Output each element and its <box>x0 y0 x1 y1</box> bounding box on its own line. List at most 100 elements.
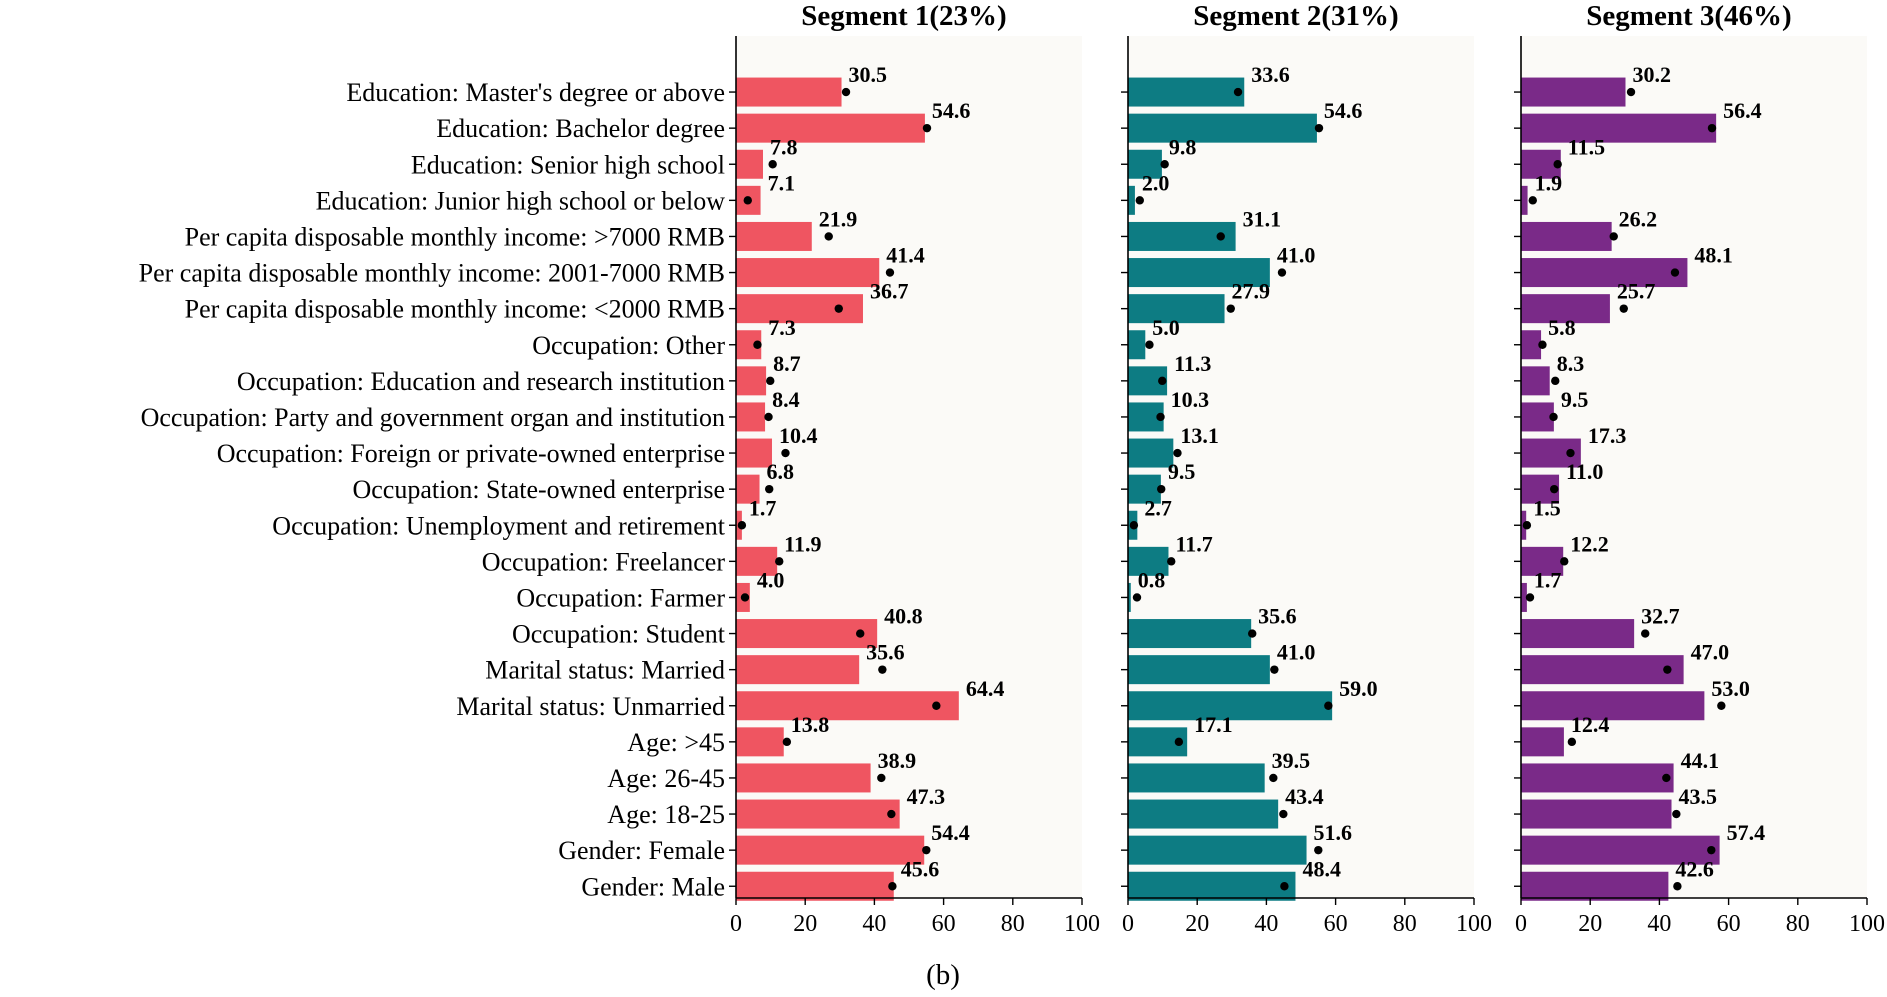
value-label: 41.0 <box>1277 640 1316 665</box>
category-label: Marital status: Unmarried <box>456 692 725 721</box>
point-marker <box>1609 232 1618 241</box>
bar <box>1521 366 1550 396</box>
value-label: 10.4 <box>779 423 818 448</box>
bar <box>1128 691 1333 721</box>
value-label: 54.6 <box>932 98 971 123</box>
panel-title: Segment 3(46%) <box>1586 0 1791 32</box>
value-label: 6.8 <box>767 459 795 484</box>
point-marker <box>768 160 777 169</box>
point-marker <box>1145 340 1154 349</box>
category-label: Age: >45 <box>627 728 725 757</box>
bar <box>1128 763 1265 793</box>
value-label: 31.1 <box>1243 206 1282 231</box>
value-label: 40.8 <box>884 604 923 629</box>
value-label: 27.9 <box>1232 279 1271 304</box>
value-label: 35.6 <box>1258 604 1297 629</box>
value-label: 43.4 <box>1285 784 1324 809</box>
value-label: 11.0 <box>1566 459 1603 484</box>
value-label: 35.6 <box>866 640 905 665</box>
x-tick-label: 100 <box>1456 911 1492 937</box>
category-label: Age: 26-45 <box>607 764 725 793</box>
category-label: Occupation: Foreign or private-owned ent… <box>217 439 725 468</box>
point-marker <box>1670 268 1680 277</box>
value-label: 17.3 <box>1588 423 1627 448</box>
value-label: 2.0 <box>1142 170 1170 195</box>
category-label: Occupation: Other <box>532 331 725 360</box>
bar <box>736 258 880 288</box>
category-label: Education: Junior high school or below <box>316 186 726 215</box>
point-marker <box>1135 196 1144 205</box>
value-label: 8.7 <box>773 351 801 376</box>
value-label: 41.4 <box>886 243 925 268</box>
x-tick-label: 40 <box>1647 911 1671 937</box>
x-tick-label: 0 <box>1122 911 1134 937</box>
bar <box>736 402 766 432</box>
bar <box>1521 691 1705 721</box>
value-label: 43.5 <box>1679 784 1718 809</box>
point-marker <box>1132 593 1142 602</box>
point-marker <box>1174 737 1184 747</box>
point-marker <box>1216 232 1225 241</box>
point-marker <box>1160 160 1169 169</box>
point-marker <box>1167 557 1176 566</box>
category-label: Occupation: Freelancer <box>482 547 726 576</box>
bar <box>736 149 763 179</box>
bar <box>1521 763 1674 793</box>
point-marker <box>765 484 774 494</box>
x-tick-label: 20 <box>1185 911 1209 937</box>
bar <box>1128 799 1279 829</box>
point-marker <box>1717 701 1726 710</box>
category-label: Occupation: Unemployment and retirement <box>272 511 725 540</box>
bar <box>1521 727 1564 757</box>
value-label: 57.4 <box>1727 820 1766 845</box>
bar <box>736 727 784 757</box>
value-label: 25.7 <box>1617 279 1656 304</box>
point-marker <box>1324 701 1333 710</box>
x-tick-label: 100 <box>1849 911 1885 937</box>
x-tick-label: 60 <box>1717 911 1741 937</box>
category-label: Gender: Female <box>558 836 725 865</box>
value-label: 53.0 <box>1711 676 1750 701</box>
point-marker <box>782 737 792 747</box>
value-label: 64.4 <box>966 676 1005 701</box>
point-marker <box>824 232 833 241</box>
value-label: 45.6 <box>901 856 940 881</box>
value-label: 11.7 <box>1175 531 1212 556</box>
point-marker <box>1567 737 1577 747</box>
bar <box>1521 221 1612 251</box>
x-tick-label: 80 <box>1001 911 1025 937</box>
point-marker <box>1158 376 1167 386</box>
bar <box>736 113 925 143</box>
point-marker <box>1280 882 1289 891</box>
panel-title: Segment 2(31%) <box>1193 0 1398 32</box>
bar <box>1521 77 1626 107</box>
point-marker <box>1707 123 1717 133</box>
point-marker <box>885 268 895 277</box>
bar <box>736 619 878 649</box>
bar <box>736 871 894 901</box>
point-marker <box>922 123 932 133</box>
bar <box>736 438 772 468</box>
category-label: Per capita disposable monthly income: <2… <box>185 295 725 324</box>
point-marker <box>740 593 750 602</box>
value-label: 30.5 <box>849 62 888 87</box>
bar <box>1521 655 1684 685</box>
point-marker <box>1277 268 1287 277</box>
value-label: 1.7 <box>749 495 777 520</box>
bar <box>1128 77 1245 107</box>
point-marker <box>781 448 790 458</box>
bar <box>1128 185 1135 215</box>
category-label: Occupation: Farmer <box>516 583 725 612</box>
bar <box>1521 185 1528 215</box>
point-marker <box>922 845 931 855</box>
point-marker <box>1156 412 1165 422</box>
point-marker <box>887 809 896 819</box>
value-label: 33.6 <box>1251 62 1290 87</box>
point-marker <box>1626 87 1636 97</box>
bar <box>1521 835 1720 865</box>
point-marker <box>888 882 897 891</box>
value-label: 42.6 <box>1675 856 1714 881</box>
x-tick-label: 0 <box>730 911 742 937</box>
bar <box>736 474 760 504</box>
point-marker <box>1560 557 1569 566</box>
